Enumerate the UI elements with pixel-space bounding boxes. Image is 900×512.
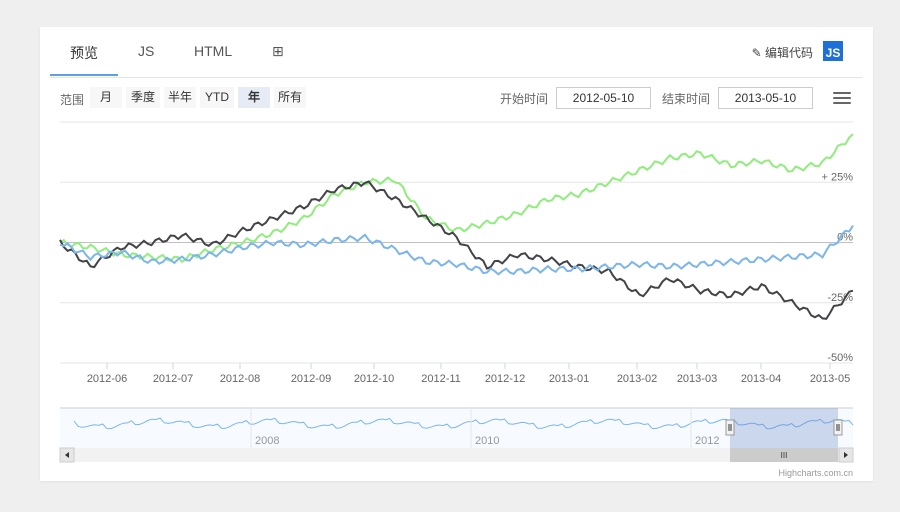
- y-tick-label: -25%: [827, 292, 853, 304]
- edit-code-label: 编辑代码: [764, 46, 813, 60]
- x-tick-label: 2012-08: [220, 373, 260, 385]
- x-tick-label: 2013-02: [617, 373, 657, 385]
- range-button-quarter[interactable]: 季度: [126, 87, 160, 108]
- js-badge-button[interactable]: JS: [823, 41, 843, 61]
- x-tick-label: 2012-12: [485, 373, 525, 385]
- x-tick-label: 2013-04: [741, 373, 781, 385]
- scroll-left-arrow-icon: [65, 452, 69, 458]
- scrollbar-thumb-grip: III: [781, 451, 788, 460]
- series-line-aapl: [59, 180, 854, 320]
- scroll-right-arrow-icon: [844, 452, 848, 458]
- x-tick-label: 2012-10: [354, 373, 394, 385]
- range-button-month[interactable]: 月: [90, 87, 122, 108]
- tab-qrcode[interactable]: ⊞: [272, 43, 284, 59]
- navigator-year-label: 2008: [255, 435, 279, 447]
- navigator-year-label: 2010: [475, 435, 499, 447]
- range-button-halfyear[interactable]: 半年: [164, 87, 196, 108]
- range-toolbar: 范围 月 季度 半年 YTD 年 所有 开始时间 2012-05-10 结束时间…: [60, 87, 853, 111]
- chart-card: 预览 JS HTML ⊞ ✎ 编辑代码 JS 范围 月 季度 半年 YTD 年 …: [40, 27, 873, 481]
- x-tick-label: 2012-11: [421, 373, 461, 385]
- range-label: 范围: [60, 93, 85, 107]
- tab-preview[interactable]: 预览: [70, 45, 98, 61]
- tab-html[interactable]: HTML: [194, 43, 233, 59]
- y-tick-label: 0%: [837, 232, 853, 244]
- navigator-handle-left[interactable]: [725, 419, 735, 436]
- navigator-selection: [730, 408, 838, 448]
- credits-link: Highcharts.com.cn: [778, 468, 853, 478]
- x-tick-label: 2013-05: [810, 373, 850, 385]
- start-date-label: 开始时间: [500, 92, 549, 106]
- tab-bar: 预览 JS HTML ⊞ ✎ 编辑代码 JS: [50, 27, 863, 78]
- series-line-msft: [59, 133, 854, 264]
- scrollbar-thumb[interactable]: [730, 448, 838, 462]
- edit-code-button[interactable]: ✎ 编辑代码: [752, 44, 813, 61]
- range-button-all[interactable]: 所有: [274, 87, 306, 108]
- x-tick-label: 2012-06: [87, 373, 127, 385]
- x-tick-label: 2013-03: [677, 373, 717, 385]
- navigator-series-line: [73, 417, 854, 430]
- scrollbar-left-button[interactable]: [59, 447, 75, 463]
- scrollbar-right-button[interactable]: [838, 447, 854, 463]
- range-button-year[interactable]: 年: [238, 87, 270, 108]
- menu-icon[interactable]: [833, 92, 851, 104]
- series-line-goog: [59, 225, 854, 276]
- end-date-input[interactable]: 2013-05-10: [718, 87, 813, 109]
- navigator-handle-right[interactable]: [833, 419, 843, 436]
- x-tick-label: 2012-07: [153, 373, 193, 385]
- x-tick-label: 2012-09: [291, 373, 331, 385]
- edit-icon: ✎: [751, 46, 762, 60]
- x-tick-label: 2013-01: [549, 373, 589, 385]
- start-date-input[interactable]: 2012-05-10: [556, 87, 651, 109]
- y-tick-label: + 25%: [822, 171, 854, 183]
- range-button-ytd[interactable]: YTD: [200, 87, 234, 108]
- tab-js[interactable]: JS: [138, 43, 155, 59]
- y-tick-label: -50%: [827, 352, 853, 364]
- scrollbar-track: [60, 448, 853, 462]
- end-date-label: 结束时间: [662, 92, 711, 106]
- navigator-background: [60, 408, 853, 448]
- navigator-year-label: 2012: [695, 435, 719, 447]
- active-tab-underline: [50, 74, 118, 76]
